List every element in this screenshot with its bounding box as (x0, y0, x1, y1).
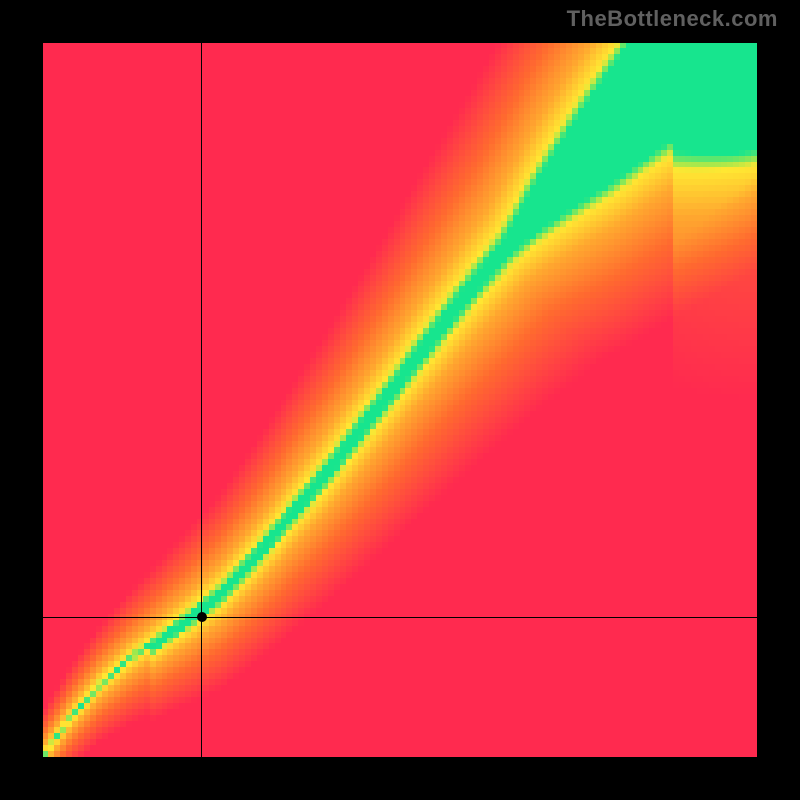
crosshair-vertical (201, 43, 202, 757)
crosshair-horizontal (43, 617, 757, 618)
watermark-text: TheBottleneck.com (567, 6, 778, 32)
selection-marker (197, 612, 207, 622)
page-root: TheBottleneck.com (0, 0, 800, 800)
bottleneck-heatmap (43, 43, 757, 757)
